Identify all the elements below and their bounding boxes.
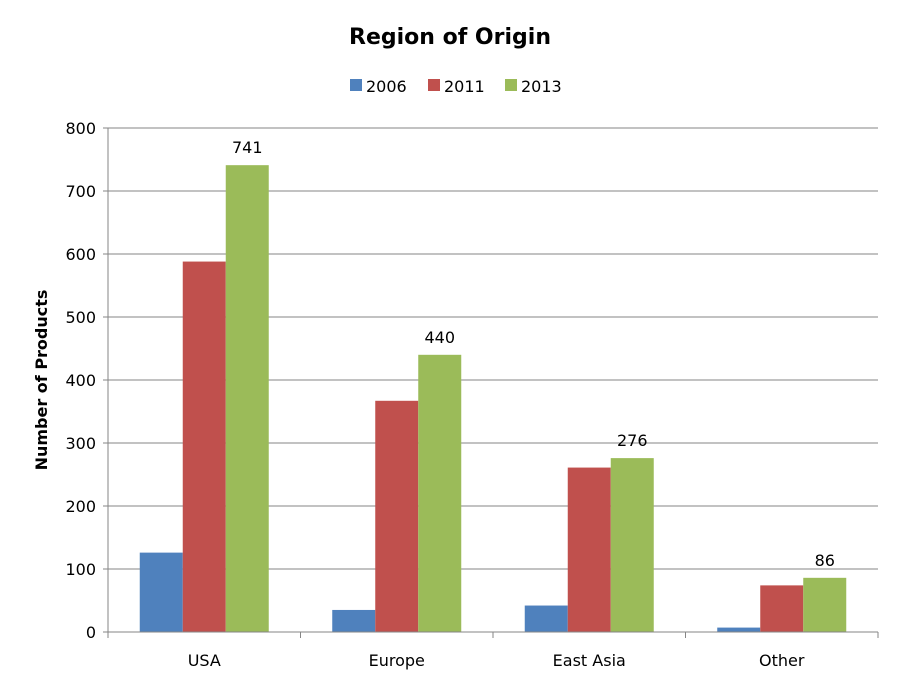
- data-label: 276: [617, 431, 648, 450]
- bar-2006-europe: [332, 609, 376, 632]
- legend: 2006 2011 2013: [350, 77, 562, 96]
- bar-2006-other: [717, 627, 761, 632]
- data-label: 86: [815, 551, 835, 570]
- bar-2013-east-asia: [610, 458, 654, 632]
- y-tick-label: 400: [65, 371, 96, 390]
- y-tick-label: 500: [65, 308, 96, 327]
- y-tick-label: 600: [65, 245, 96, 264]
- legend-label-2006: 2006: [366, 77, 407, 96]
- bar-2006-usa: [139, 552, 183, 632]
- legend-swatch-2013: [505, 79, 517, 91]
- axes: [107, 128, 878, 633]
- x-tick-label: USA: [188, 651, 221, 670]
- legend-label-2011: 2011: [444, 77, 485, 96]
- y-axis-ticks: 0 100 200 300 400 500 600 700 800: [65, 119, 108, 642]
- bar-2011-usa: [182, 261, 226, 632]
- bar-2011-europe: [375, 400, 419, 632]
- bar-2011-east-asia: [567, 467, 611, 632]
- y-tick-label: 300: [65, 434, 96, 453]
- legend-swatch-2006: [350, 79, 362, 91]
- y-tick-label: 200: [65, 497, 96, 516]
- data-label: 440: [424, 328, 455, 347]
- legend-swatch-2011: [428, 79, 440, 91]
- y-tick-label: 700: [65, 182, 96, 201]
- y-axis-label: Number of Products: [32, 290, 51, 471]
- y-tick-label: 0: [86, 623, 96, 642]
- bar-2013-europe: [418, 354, 462, 632]
- chart-title: Region of Origin: [349, 25, 551, 50]
- bar-2013-other: [803, 577, 847, 632]
- y-tick-label: 100: [65, 560, 96, 579]
- x-axis-ticks: USA Europe East Asia Other: [107, 632, 879, 670]
- data-labels: 741 440 276 86: [232, 138, 835, 570]
- y-tick-label: 800: [65, 119, 96, 138]
- x-tick-label: Europe: [369, 651, 425, 670]
- x-tick-label: East Asia: [553, 651, 626, 670]
- bar-2011-other: [760, 585, 804, 632]
- legend-label-2013: 2013: [521, 77, 562, 96]
- bar-2006-east-asia: [524, 605, 568, 632]
- bars: [139, 165, 847, 633]
- bar-2013-usa: [225, 165, 269, 633]
- data-label: 741: [232, 138, 263, 157]
- x-tick-label: Other: [759, 651, 805, 670]
